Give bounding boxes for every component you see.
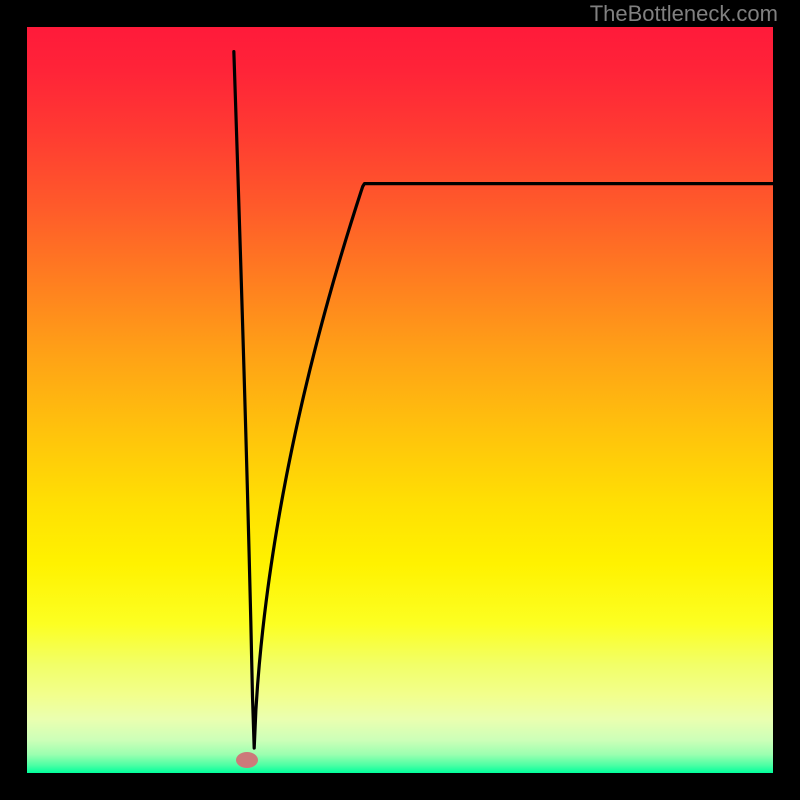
plot-area	[27, 27, 773, 773]
watermark-text: TheBottleneck.com	[590, 1, 778, 27]
bottleneck-curve	[27, 27, 773, 773]
curve-path	[234, 52, 773, 748]
optimal-point-marker	[236, 752, 258, 768]
